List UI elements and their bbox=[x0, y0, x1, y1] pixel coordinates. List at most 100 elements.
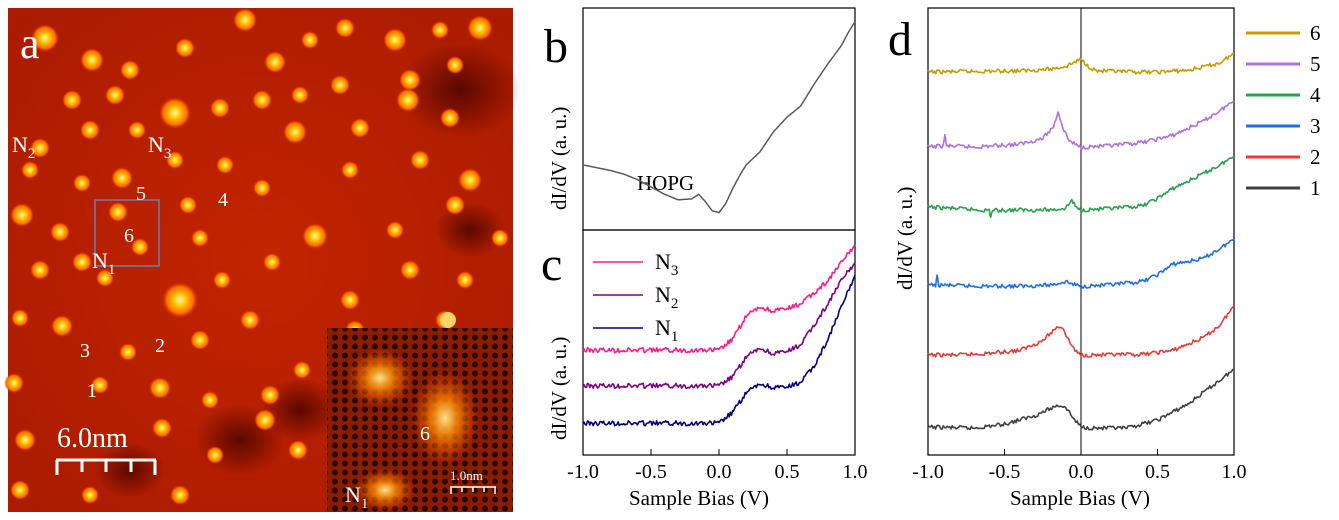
dark-region bbox=[260, 378, 340, 442]
site-label-n2: N2 bbox=[12, 132, 35, 162]
xtick-label: 0.5 bbox=[775, 461, 800, 483]
adatom bbox=[383, 28, 407, 52]
adatom bbox=[80, 120, 100, 140]
legend-label: 1 bbox=[1310, 176, 1321, 200]
xtick-label: 0.0 bbox=[1069, 461, 1094, 483]
adatom bbox=[206, 446, 224, 464]
adatom bbox=[410, 150, 430, 170]
adatom bbox=[386, 221, 404, 239]
legend-label: 4 bbox=[1310, 83, 1321, 107]
adatom bbox=[264, 51, 286, 73]
site-label-n3: N3 bbox=[148, 132, 171, 162]
xtick-label: -1.0 bbox=[912, 461, 944, 483]
adatom bbox=[162, 282, 198, 318]
adatom bbox=[330, 75, 350, 95]
site-label-n1: N1 bbox=[92, 248, 115, 278]
xtick-label: 0.0 bbox=[707, 461, 732, 483]
adatom bbox=[335, 18, 355, 38]
adatom bbox=[440, 108, 460, 128]
adatom bbox=[131, 238, 149, 256]
selection-box bbox=[94, 199, 160, 267]
adatom bbox=[240, 310, 260, 330]
adatom bbox=[213, 271, 231, 289]
adatom bbox=[166, 151, 184, 169]
panel-d-xlabel: Sample Bias (V) bbox=[1010, 486, 1150, 510]
adatom bbox=[21, 161, 39, 179]
adatom bbox=[51, 315, 73, 337]
adatom bbox=[91, 376, 109, 394]
adatom bbox=[431, 21, 449, 39]
panel-c-xticks: -1.0 -0.5 0.0 0.5 1.0 bbox=[567, 449, 868, 483]
adatom bbox=[10, 203, 34, 227]
adatom bbox=[302, 223, 328, 249]
hopg-spectrum-line bbox=[582, 21, 856, 214]
adatom bbox=[50, 222, 70, 242]
panel-c-ylabel: dI/dV (a. u.) bbox=[547, 337, 571, 440]
spectrum-line-site-4 bbox=[927, 155, 1235, 218]
panel-d-letter: d bbox=[888, 13, 912, 66]
adatom bbox=[119, 343, 137, 361]
adatom bbox=[30, 138, 50, 158]
xtick-label: -1.0 bbox=[567, 461, 599, 483]
spectrum-line-n1 bbox=[582, 274, 856, 427]
adatom bbox=[96, 269, 114, 287]
adatom bbox=[399, 69, 421, 91]
adatom bbox=[11, 309, 29, 327]
dark-region bbox=[435, 202, 505, 258]
adatom bbox=[340, 290, 360, 310]
adatom bbox=[446, 56, 464, 74]
adatom bbox=[293, 361, 311, 379]
spectrum-line-site-6 bbox=[927, 52, 1235, 75]
panel-c-letter: c bbox=[541, 238, 562, 291]
adatom bbox=[179, 196, 197, 214]
panel-b-ylabel: dI/dV (a. u.) bbox=[547, 107, 571, 210]
adatom bbox=[190, 330, 210, 350]
panel-d-xticks: -1.0 -0.5 0.0 0.5 1.0 bbox=[912, 449, 1247, 483]
legend-label: N2 bbox=[655, 282, 678, 312]
panel-c-series bbox=[582, 244, 856, 427]
site-label-3: 3 bbox=[80, 340, 90, 362]
adatom bbox=[456, 271, 474, 289]
adatom bbox=[108, 202, 128, 222]
adatom bbox=[458, 168, 482, 192]
scale-bar bbox=[55, 458, 157, 475]
xtick-label: -0.5 bbox=[989, 461, 1021, 483]
adatom bbox=[350, 118, 370, 138]
adatom bbox=[10, 480, 30, 500]
scale-bar-label: 6.0nm bbox=[57, 423, 128, 454]
adatom bbox=[467, 15, 493, 41]
adatom bbox=[191, 229, 209, 247]
spectrum-line-site-1 bbox=[927, 368, 1234, 431]
legend-label: N1 bbox=[655, 315, 678, 345]
adatom bbox=[120, 60, 140, 80]
panel-d-ylabel: dI/dV (a. u.) bbox=[893, 187, 917, 290]
adatom bbox=[105, 85, 125, 105]
site-label-4: 4 bbox=[218, 189, 228, 211]
adatom bbox=[170, 485, 190, 505]
adatom bbox=[233, 8, 257, 32]
spectrum-line-site-5 bbox=[927, 100, 1235, 150]
xtick-label: 1.0 bbox=[843, 461, 868, 483]
adatom bbox=[30, 260, 50, 280]
adatom bbox=[201, 391, 219, 409]
adatom bbox=[445, 195, 465, 215]
adatom bbox=[111, 167, 133, 189]
stm-adatoms bbox=[4, 8, 509, 505]
adatom bbox=[4, 373, 24, 393]
panel-c-xlabel: Sample Bias (V) bbox=[629, 486, 769, 510]
inset-scale-bar bbox=[450, 486, 496, 494]
legend-label: 3 bbox=[1310, 114, 1321, 138]
adatom bbox=[341, 161, 359, 179]
site-label-1: 1 bbox=[87, 380, 97, 402]
spectrum-line-n3 bbox=[582, 244, 856, 354]
panel-b-annotation: HOPG bbox=[637, 171, 694, 195]
dark-region bbox=[400, 42, 520, 138]
legend-label: 6 bbox=[1310, 21, 1321, 45]
spectrum-line-site-2 bbox=[927, 305, 1235, 358]
panel-d-plot: d dI/dV (a. u.) Sample Bias (V) -1.0 -0.5… bbox=[888, 7, 1321, 510]
adatom bbox=[72, 252, 92, 272]
adatom bbox=[14, 429, 36, 451]
site-label-5: 5 bbox=[136, 183, 146, 205]
